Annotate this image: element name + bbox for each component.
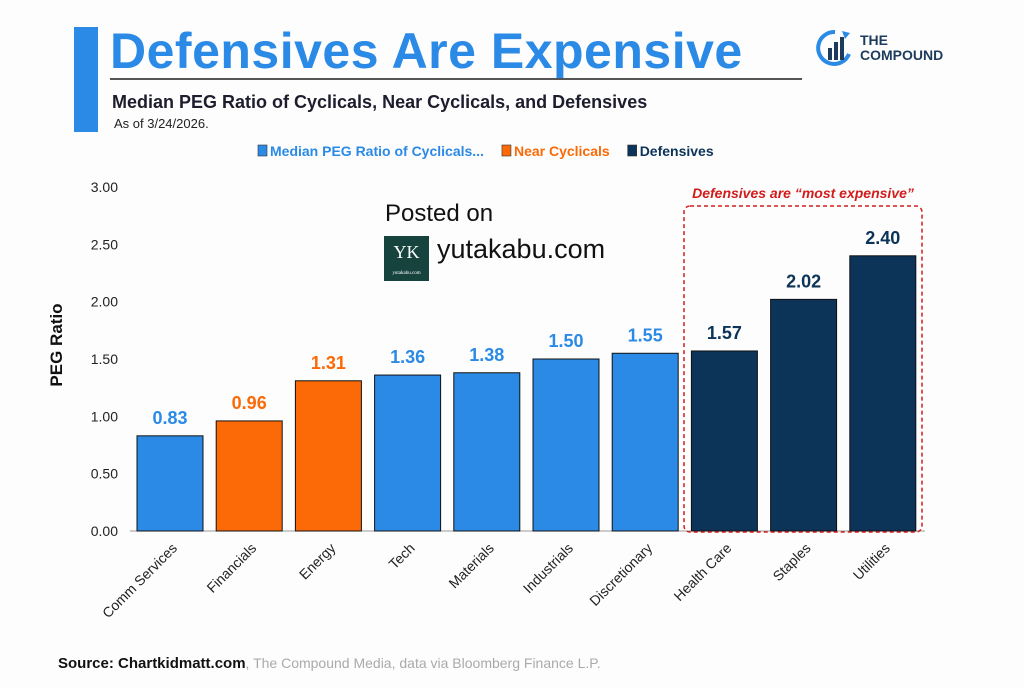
watermark-posted-on: Posted on <box>385 200 494 227</box>
as-of-date: As of 3/24/2026. <box>114 116 209 131</box>
data-label: 1.57 <box>707 323 742 343</box>
bar-materials <box>453 372 521 532</box>
bar-staples <box>770 298 838 532</box>
y-tick-label: 1.50 <box>91 351 118 367</box>
x-tick-label: Discretionary <box>586 540 655 609</box>
logo-line1: THE <box>860 32 888 48</box>
yk-small: yutakabu.com <box>392 271 421 276</box>
yutakabu-logo: YK yutakabu.com <box>384 236 429 281</box>
x-tick-label: Comm Services <box>99 540 180 621</box>
data-label: 1.50 <box>548 331 583 351</box>
bar-tech <box>374 374 442 532</box>
yk-letters: YK <box>393 242 420 262</box>
data-label: 1.36 <box>390 347 425 367</box>
x-tick-label: Energy <box>296 540 339 583</box>
data-label: 1.31 <box>311 353 346 373</box>
x-tick-label: Industrials <box>520 540 576 596</box>
x-tick-label: Financials <box>203 540 259 596</box>
title-divider <box>110 78 802 80</box>
y-tick-label: 3.00 <box>91 179 118 195</box>
legend-label-near: Near Cyclicals <box>514 143 610 159</box>
y-tick-label: 1.00 <box>91 408 118 424</box>
legend-swatch-defensive <box>627 144 637 157</box>
chart-subtitle: Median PEG Ratio of Cyclicals, Near Cycl… <box>112 92 648 112</box>
data-label: 1.38 <box>469 345 504 365</box>
x-tick-label: Tech <box>385 540 417 572</box>
defensives-annotation-box <box>683 205 923 533</box>
legend-label-defensive: Defensives <box>640 143 714 159</box>
legend: Median PEG Ratio of Cyclicals... Near Cyc… <box>257 143 714 159</box>
source-note: Source: Chartkidmatt.com, The Compound M… <box>58 655 601 672</box>
x-tick-label: Materials <box>445 540 496 591</box>
x-tick-label: Staples <box>769 540 813 584</box>
bar-financials <box>215 420 283 532</box>
y-tick-label: 2.00 <box>91 294 118 310</box>
legend-label-cyclical: Median PEG Ratio of Cyclicals... <box>270 143 484 159</box>
watermark-site: yutakabu.com <box>437 234 606 264</box>
y-axis-label: PEG Ratio <box>47 303 66 386</box>
bar-utilities <box>849 255 917 532</box>
logo-line2: COMPOUND <box>860 47 944 63</box>
data-label: 0.83 <box>152 408 187 428</box>
bar-discretionary <box>611 352 679 532</box>
data-label: 2.02 <box>786 271 821 291</box>
y-tick-label: 2.50 <box>91 236 118 252</box>
source-bold: Source: Chartkidmatt.com <box>58 655 246 672</box>
y-tick-label: 0.50 <box>91 466 118 482</box>
x-tick-label: Health Care <box>670 540 734 604</box>
source-rest: , The Compound Media, data via Bloomberg… <box>245 655 601 671</box>
data-label: 2.40 <box>865 228 900 248</box>
legend-swatch-near <box>501 144 512 157</box>
data-label: 1.55 <box>628 325 663 345</box>
compound-logo-icon <box>816 29 851 66</box>
legend-swatch-cyclical <box>257 144 268 157</box>
bar-health-care <box>690 350 758 532</box>
y-tick-label: 0.00 <box>91 523 118 539</box>
defensives-annotation: Defensives are “most expensive” <box>692 185 914 201</box>
bar-comm-services <box>136 435 204 532</box>
x-tick-label: Utilities <box>850 540 893 583</box>
bar-energy <box>294 380 362 532</box>
the-compound-logo: THE COMPOUND <box>816 28 960 68</box>
page-title: Defensives Are Expensive <box>110 23 743 79</box>
title-accent-bar <box>74 27 98 132</box>
bar-industrials <box>532 358 600 532</box>
data-label: 0.96 <box>232 393 267 413</box>
